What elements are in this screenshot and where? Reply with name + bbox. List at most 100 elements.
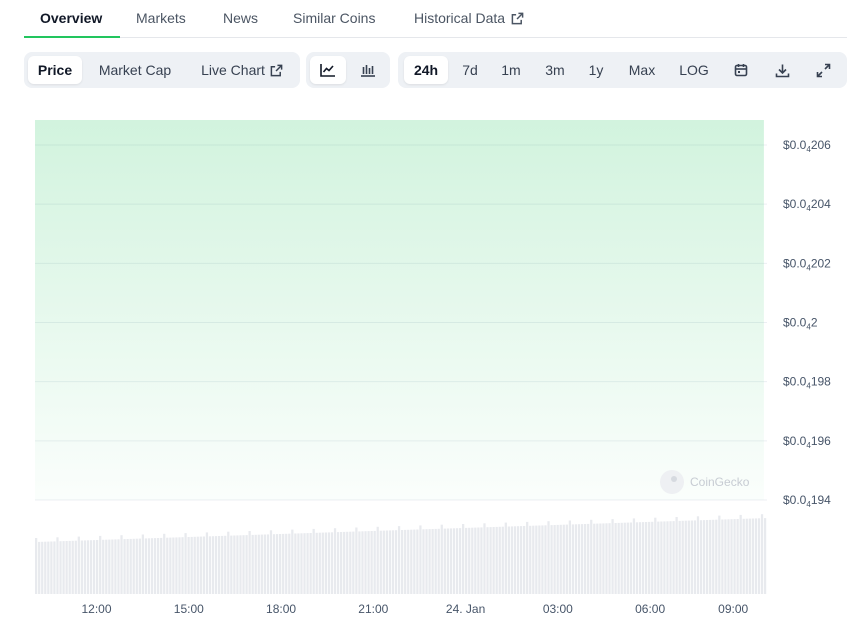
- volume-bar: [135, 538, 138, 594]
- volume-bar: [626, 522, 629, 594]
- volume-bar: [309, 533, 312, 594]
- volume-bar: [529, 525, 532, 594]
- volume-bar: [480, 527, 483, 594]
- y-tick-label: $0.04202: [783, 256, 831, 272]
- volume-bar: [651, 521, 654, 594]
- volume-bar: [352, 531, 355, 594]
- volume-bar: [401, 530, 404, 594]
- volume-bar: [733, 519, 736, 594]
- live-chart-button[interactable]: Live Chart: [190, 56, 294, 84]
- volume-bar: [306, 533, 309, 594]
- range-7d-button[interactable]: 7d: [453, 56, 487, 84]
- calendar-button[interactable]: [726, 56, 756, 84]
- volume-bar: [394, 530, 398, 594]
- volume-bar: [458, 528, 462, 594]
- volume-bar: [422, 529, 425, 594]
- price-chart[interactable]: $0.04206 $0.04204 $0.04202 $0.042 $0.04198 $0…: [0, 120, 847, 620]
- volume-bar: [413, 529, 416, 594]
- volume-bar: [620, 522, 623, 594]
- volume-bar: [462, 524, 465, 594]
- volume-bar: [690, 520, 693, 594]
- volume-bar: [77, 536, 80, 594]
- fullscreen-button[interactable]: [808, 56, 838, 84]
- volume-bar: [166, 537, 169, 594]
- range-max-button[interactable]: Max: [620, 56, 664, 84]
- x-tick-label: 24. Jan: [446, 602, 485, 616]
- volume-bar: [571, 524, 575, 594]
- volume-bar: [99, 535, 102, 594]
- volume-bar: [648, 521, 651, 594]
- range-toggle-group: 24h 7d 1m 3m 1y Max LOG: [398, 52, 847, 88]
- volume-bar: [294, 533, 297, 594]
- volume-bar: [74, 540, 77, 594]
- volume-bar: [532, 525, 535, 594]
- tab-similar-coins[interactable]: Similar Coins: [293, 10, 375, 26]
- volume-bar: [300, 533, 303, 594]
- coingecko-watermark: CoinGecko: [660, 470, 750, 494]
- volume-bar: [59, 541, 62, 594]
- volume-bar: [379, 530, 382, 594]
- volume-bar: [288, 533, 291, 594]
- live-chart-button-label: Live Chart: [201, 62, 265, 78]
- tab-overview-label: Overview: [40, 10, 103, 26]
- volume-bar: [437, 528, 440, 594]
- volume-bar: [446, 528, 449, 594]
- volume-bar: [92, 540, 96, 594]
- volume-bar: [355, 527, 358, 594]
- volume-bar: [282, 533, 285, 594]
- x-tick-label: 21:00: [358, 602, 388, 616]
- volume-bar: [129, 538, 132, 594]
- volume-bar: [641, 522, 645, 594]
- volume-bar: [35, 538, 38, 594]
- volume-bar: [172, 537, 175, 594]
- volume-bar: [367, 531, 370, 594]
- range-1m-label: 1m: [501, 62, 521, 78]
- volume-bar: [144, 538, 148, 594]
- volume-bar: [684, 520, 687, 594]
- volume-bar: [654, 517, 657, 594]
- volume-bar: [559, 524, 562, 594]
- price-button[interactable]: Price: [28, 56, 82, 84]
- volume-bar: [385, 530, 388, 594]
- volume-bar: [68, 540, 71, 594]
- range-3m-button[interactable]: 3m: [537, 56, 573, 84]
- volume-bar: [617, 522, 620, 594]
- volume-bar: [239, 535, 242, 594]
- volume-bar: [214, 536, 218, 594]
- line-chart-button[interactable]: [310, 56, 346, 84]
- volume-bar: [544, 525, 547, 594]
- external-link-icon: [511, 12, 524, 25]
- volume-bar: [727, 519, 730, 594]
- volume-bar: [645, 522, 648, 594]
- download-button[interactable]: [767, 56, 797, 84]
- volume-bar: [108, 539, 111, 594]
- volume-bar: [547, 521, 550, 594]
- tab-similar-coins-label: Similar Coins: [293, 10, 376, 26]
- volume-bar: [611, 519, 614, 594]
- volume-bar: [324, 532, 327, 594]
- range-1y-button[interactable]: 1y: [581, 56, 611, 84]
- log-scale-button[interactable]: LOG: [673, 56, 715, 84]
- volume-bar: [245, 535, 248, 594]
- tab-historical-data-label: Historical Data: [414, 10, 506, 26]
- tab-news-label: News: [223, 10, 259, 26]
- volume-bar: [629, 522, 632, 594]
- market-cap-button[interactable]: Market Cap: [88, 56, 182, 84]
- tab-historical-data[interactable]: Historical Data: [414, 10, 524, 26]
- price-button-label: Price: [37, 62, 73, 78]
- volume-bar: [56, 537, 59, 594]
- tab-news[interactable]: News: [223, 10, 258, 26]
- volume-bar: [263, 534, 266, 594]
- volume-bar: [318, 532, 321, 594]
- volume-bar: [211, 536, 215, 594]
- tab-markets[interactable]: Markets: [136, 10, 186, 26]
- volume-bar: [440, 524, 443, 594]
- tab-overview[interactable]: Overview: [40, 10, 102, 26]
- volume-bar: [443, 528, 446, 594]
- volume-bar: [199, 536, 202, 594]
- candlestick-chart-button[interactable]: [350, 56, 386, 84]
- volume-bar: [361, 531, 364, 594]
- range-24h-button[interactable]: 24h: [404, 56, 448, 84]
- range-1m-button[interactable]: 1m: [494, 56, 528, 84]
- volume-bar: [358, 531, 361, 594]
